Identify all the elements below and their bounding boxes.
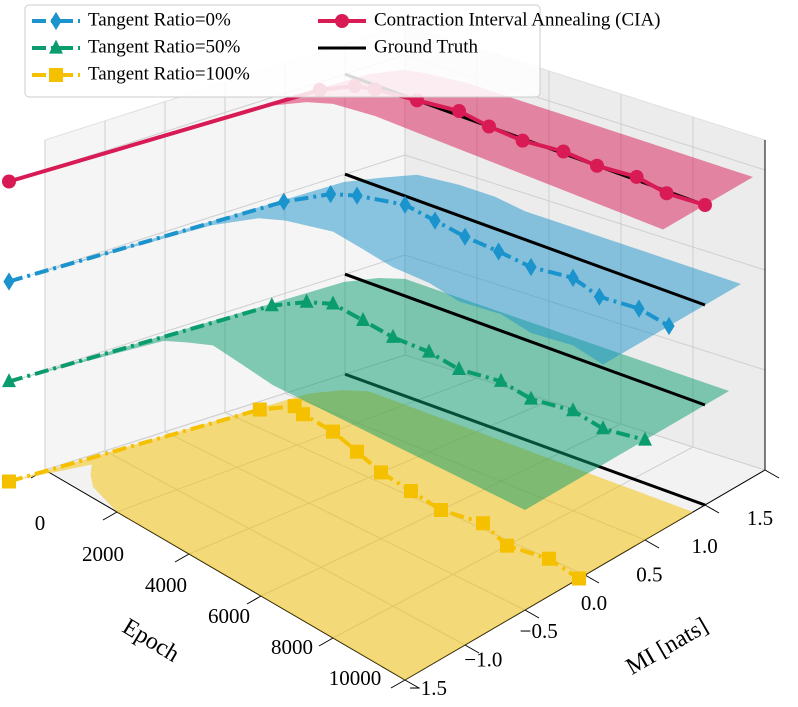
marker [299, 293, 314, 308]
marker [663, 316, 675, 336]
y-tick-label: −1.0 [464, 647, 502, 671]
marker [596, 420, 610, 435]
x-tick-label: 10000 [329, 666, 382, 690]
marker [351, 186, 363, 205]
marker [500, 538, 514, 553]
plot-area [2, 69, 753, 680]
y-tick [464, 644, 480, 654]
legend-label: Tangent Ratio=100% [88, 63, 250, 84]
band [9, 69, 753, 230]
marker [494, 372, 508, 387]
x-tick [102, 511, 118, 521]
marker [326, 295, 340, 310]
y-tick-label: 0.0 [581, 591, 607, 615]
marker [2, 474, 16, 489]
ground-truth-line [344, 272, 706, 407]
x-tick-label: 4000 [145, 573, 187, 597]
marker [264, 297, 279, 312]
x-tick [318, 637, 334, 647]
y-axis-label: MI [nats] [622, 613, 713, 681]
x-tick [390, 679, 406, 689]
marker [638, 431, 652, 446]
y-tick [404, 679, 420, 689]
marker [542, 551, 556, 566]
legend-label: Contraction Interval Annealing (CIA) [374, 9, 661, 30]
marker [493, 242, 505, 261]
marker [476, 516, 490, 531]
marker [452, 104, 466, 119]
marker [422, 343, 436, 358]
y-tick [704, 504, 720, 514]
y-tick-label: 0.5 [636, 562, 662, 586]
marker [49, 68, 63, 82]
marker [452, 361, 466, 375]
marker [350, 444, 364, 459]
marker [629, 169, 644, 184]
y-tick-label: −0.5 [520, 619, 558, 643]
marker [429, 211, 441, 230]
y-tick [644, 539, 660, 549]
marker [459, 227, 471, 246]
y-tick-label: 1.0 [692, 534, 718, 558]
marker [404, 484, 418, 499]
marker [567, 268, 579, 287]
x-tick-label: 2000 [82, 542, 124, 566]
band [9, 174, 741, 365]
legend: Tangent Ratio=0% Tangent Ratio=50% Tangent… [24, 4, 661, 98]
marker [566, 402, 580, 417]
marker [590, 158, 604, 173]
marker [3, 272, 15, 291]
marker [399, 195, 411, 214]
marker [2, 373, 16, 388]
marker [386, 328, 400, 343]
series-group [3, 172, 741, 365]
marker [524, 390, 538, 405]
marker [50, 11, 62, 31]
marker [482, 119, 496, 134]
y-tick [524, 609, 540, 619]
marker [525, 257, 537, 277]
marker [278, 192, 290, 211]
marker [49, 39, 63, 54]
legend-label: Ground Truth [374, 36, 478, 57]
legend-label: Tangent Ratio=50% [88, 36, 241, 57]
marker [572, 571, 586, 586]
y-tick-label: −1.5 [409, 676, 447, 700]
marker [356, 312, 370, 326]
x-tick [174, 553, 190, 563]
y-tick-label: 1.5 [747, 506, 773, 530]
y-tick [584, 574, 600, 584]
y-tick [764, 469, 780, 479]
marker [698, 198, 712, 212]
marker [296, 407, 310, 422]
legend-label: Tangent Ratio=0% [88, 9, 231, 30]
marker [252, 402, 267, 417]
marker [659, 186, 674, 201]
x-tick-label: 0 [35, 511, 46, 535]
marker [326, 424, 340, 439]
marker [335, 14, 349, 28]
marker [374, 465, 388, 480]
legend-box [24, 4, 541, 98]
marker [434, 503, 448, 517]
marker [556, 144, 571, 159]
x-axis-label: Epoch [118, 614, 184, 668]
marker [633, 299, 645, 318]
marker [2, 174, 16, 189]
marker [515, 133, 530, 148]
x-tick-label: 8000 [271, 635, 313, 659]
x-tick-label: 6000 [208, 604, 250, 628]
z-grid-line [44, 154, 766, 271]
marker [593, 287, 605, 306]
x-tick [246, 595, 262, 605]
marker [325, 185, 337, 204]
